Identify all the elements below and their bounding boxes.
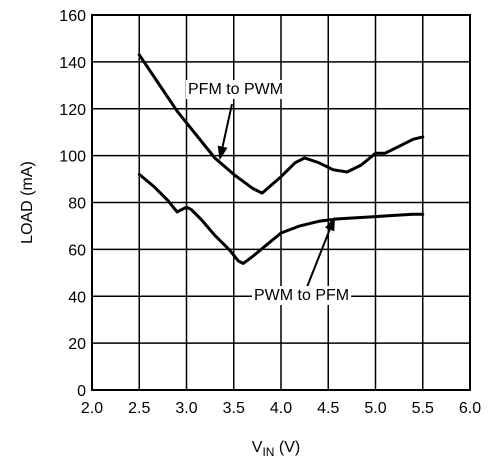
x-axis-label-subscript: IN (262, 445, 274, 459)
y-tick-label: 40 (68, 289, 86, 306)
y-tick-label: 140 (59, 55, 86, 72)
annotation-arrow-head (325, 216, 335, 232)
x-tick-label: 6.0 (459, 400, 481, 417)
y-tick-label: 80 (68, 196, 86, 213)
x-tick-label: 5.5 (412, 400, 434, 417)
tick-labels: 2.0 2.5 3.0 3.5 4.0 4.5 5.0 5.5 6.0 0 20 40 60 80 100 1… (59, 8, 481, 417)
grid (92, 15, 470, 390)
annotation-arrow-head (217, 145, 228, 161)
annotation-label: PWM to PFM (254, 287, 349, 304)
x-axis-label-main: V (252, 439, 263, 456)
x-tick-label: 4.0 (270, 400, 292, 417)
series-line-1 (137, 172, 425, 265)
annotations: PFM to PWM PWM to PFM (186, 80, 352, 305)
x-tick-label: 3.5 (223, 400, 245, 417)
x-axis-label: VIN (V) (252, 439, 300, 459)
annotation-arrow-shaft (221, 103, 233, 147)
plot-frame (91, 14, 471, 391)
y-tick-label: 20 (68, 336, 86, 353)
y-tick-label: 120 (59, 102, 86, 119)
series-line-0 (137, 53, 425, 195)
annotation-arrow-shaft (306, 229, 331, 288)
series-lines (137, 53, 425, 265)
x-tick-label: 5.0 (364, 400, 386, 417)
y-axis-label: LOAD (mA) (19, 161, 36, 244)
x-tick-label: 2.0 (81, 400, 103, 417)
y-tick-label: 160 (59, 8, 86, 25)
annotation-label: PFM to PWM (188, 81, 283, 98)
x-tick-label: 4.5 (317, 400, 339, 417)
x-tick-label: 3.0 (175, 400, 197, 417)
y-tick-label: 0 (77, 383, 86, 400)
annotation-label-background (252, 286, 352, 305)
y-tick-label: 100 (59, 149, 86, 166)
annotation-label-background (186, 80, 286, 99)
y-tick-label: 60 (68, 242, 86, 259)
x-axis-label-unit: (V) (274, 439, 300, 456)
x-tick-label: 2.5 (128, 400, 150, 417)
